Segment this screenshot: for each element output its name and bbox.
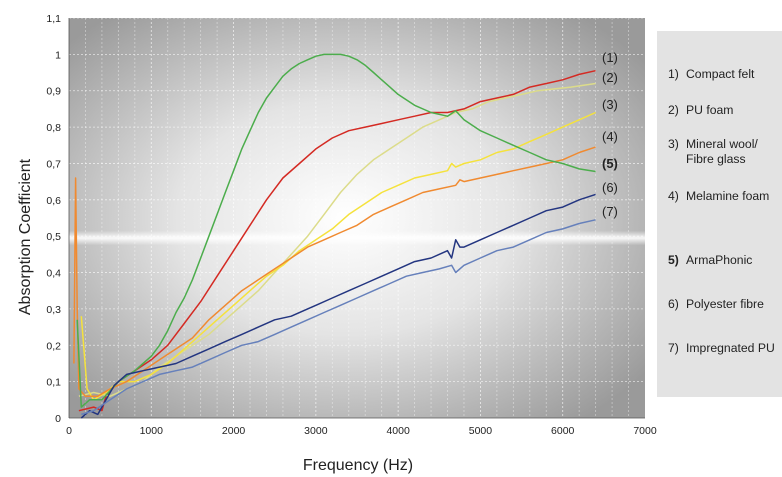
series-line bbox=[78, 69, 596, 412]
series-end-labels: (1) (2) (3) (4) (5) (6) (7) bbox=[602, 50, 618, 219]
x-tick-label: 3000 bbox=[304, 425, 328, 437]
y-tick-label: 0,7 bbox=[46, 158, 61, 170]
legend-item: 2) PU foam bbox=[668, 103, 780, 118]
legend-panel: 1) Compact felt 2) PU foam 3) Mineral wool/ F… bbox=[657, 31, 782, 397]
series-end-label: (1) bbox=[602, 50, 618, 65]
x-tick-label: 2000 bbox=[222, 425, 246, 437]
axes bbox=[68, 18, 645, 419]
y-axis-title: Absorption Coefficient bbox=[17, 158, 34, 315]
y-tick-label: 1,1 bbox=[46, 13, 61, 25]
y-tick-label: 0,8 bbox=[46, 122, 61, 134]
series-line bbox=[81, 219, 596, 416]
series-line bbox=[80, 111, 596, 401]
y-tick-label: 0,6 bbox=[46, 195, 61, 207]
plot-area bbox=[69, 18, 645, 418]
y-tick-label: 1 bbox=[55, 49, 61, 61]
x-tick-label: 7000 bbox=[633, 425, 657, 437]
x-tick-label: 0 bbox=[66, 425, 72, 437]
legend-item-number: 5) bbox=[668, 253, 679, 267]
legend-item-label: Impregnated PU bbox=[686, 341, 775, 355]
series-end-label: (3) bbox=[602, 97, 618, 112]
series-end-label: (4) bbox=[602, 129, 618, 144]
legend-item-label: Polyester fibre bbox=[686, 297, 764, 311]
series-lines bbox=[73, 53, 596, 419]
x-tick-label: 6000 bbox=[551, 425, 575, 437]
highlight-band bbox=[69, 230, 645, 246]
x-tick-label: 1000 bbox=[140, 425, 164, 437]
legend-item-number: 1) bbox=[668, 67, 679, 81]
x-axis-title: Frequency (Hz) bbox=[303, 457, 413, 474]
legend-item: 7) Impregnated PU bbox=[668, 341, 780, 356]
series-end-label: (2) bbox=[602, 70, 618, 85]
legend-item-number: 6) bbox=[668, 297, 679, 311]
legend-item-label: PU foam bbox=[686, 103, 734, 117]
y-tick-label: 0 bbox=[55, 413, 61, 425]
y-tick-label: 0,2 bbox=[46, 340, 61, 352]
legend-item: 5) ArmaPhonic bbox=[668, 253, 780, 268]
series-line bbox=[78, 82, 596, 397]
x-tick-label: 5000 bbox=[469, 425, 493, 437]
legend-item-label: ArmaPhonic bbox=[686, 253, 753, 267]
legend-item-number: 3) bbox=[668, 137, 679, 151]
legend-item-label: Mineral wool/ Fibre glass bbox=[686, 137, 758, 166]
y-tick-label: 0,1 bbox=[46, 377, 61, 389]
series-end-label: (5) bbox=[602, 156, 618, 171]
legend-item-number: 4) bbox=[668, 189, 679, 203]
legend-item-number: 2) bbox=[668, 103, 679, 117]
plot-background bbox=[69, 18, 645, 418]
series-end-label: (7) bbox=[602, 204, 618, 219]
legend-item-label: Compact felt bbox=[686, 67, 755, 81]
y-tick-label: 0,3 bbox=[46, 304, 61, 316]
tick-labels: 0 1000 2000 3000 4000 5000 6000 7000 0 0,1 0,2 0,3 0… bbox=[46, 13, 656, 437]
series-line bbox=[76, 53, 596, 408]
legend-item-label: Melamine foam bbox=[686, 189, 770, 203]
legend-item-number: 7) bbox=[668, 341, 679, 355]
series-line bbox=[80, 193, 596, 419]
legend-item: 4) Melamine foam bbox=[668, 189, 780, 204]
series-end-label: (6) bbox=[602, 180, 618, 195]
y-tick-label: 0,4 bbox=[46, 268, 61, 280]
y-tick-label: 0,5 bbox=[46, 231, 61, 243]
legend-item: 1) Compact felt bbox=[668, 67, 780, 82]
legend-item: 6) Polyester fibre bbox=[668, 297, 780, 312]
x-tick-label: 4000 bbox=[386, 425, 410, 437]
y-tick-label: 0,9 bbox=[46, 86, 61, 98]
legend-item: 3) Mineral wool/ Fibre glass bbox=[668, 137, 780, 167]
